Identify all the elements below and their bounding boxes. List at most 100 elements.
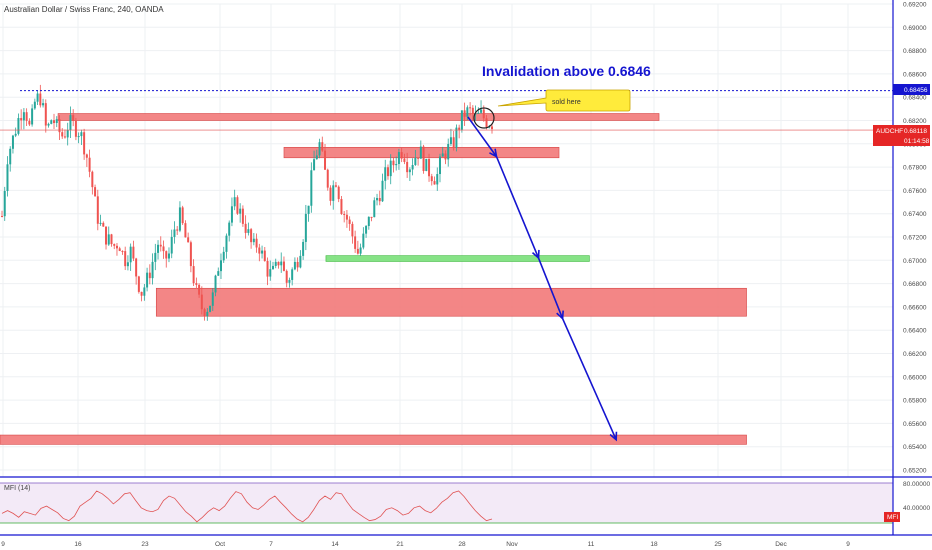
candle-body xyxy=(184,223,187,238)
candle-body xyxy=(266,260,269,277)
candle-body xyxy=(173,229,176,237)
candle-body xyxy=(414,157,417,166)
candle-body xyxy=(61,132,64,137)
candle-body xyxy=(329,187,332,201)
candle-body xyxy=(326,169,329,188)
zones-layer xyxy=(0,113,747,445)
candle-body xyxy=(376,198,379,201)
candle-body xyxy=(348,219,351,224)
candle-body xyxy=(39,93,42,106)
candle-body xyxy=(181,207,184,224)
candle-body xyxy=(225,235,228,252)
candle-body xyxy=(118,248,121,252)
candle-body xyxy=(198,284,201,295)
candle-body xyxy=(392,160,395,166)
candle-body xyxy=(55,119,58,124)
candle-body xyxy=(299,255,302,268)
candle-body xyxy=(91,171,94,188)
sold-here-callout: sold here xyxy=(497,89,631,112)
candle-body xyxy=(239,208,242,214)
candle-body xyxy=(318,142,321,156)
candle-body xyxy=(255,238,258,248)
candle-body xyxy=(165,251,168,259)
y-tick-label: 0.65200 xyxy=(903,468,927,475)
candle-body xyxy=(170,236,173,254)
candle-body xyxy=(395,164,398,166)
candle-body xyxy=(214,275,217,293)
candle-body xyxy=(334,185,337,187)
candle-body xyxy=(345,214,348,220)
candle-body xyxy=(187,237,190,243)
candle-body xyxy=(200,294,203,310)
candle-body xyxy=(206,311,209,317)
invalidation-annotation: Invalidation above 0.6846 xyxy=(482,63,651,79)
candle-body xyxy=(236,197,239,214)
candle-body xyxy=(99,222,102,224)
candle-body xyxy=(63,136,66,138)
candle-body xyxy=(176,229,179,231)
candle-body xyxy=(389,160,392,177)
candle-body xyxy=(124,251,127,267)
zone-rect xyxy=(0,434,747,445)
candle-body xyxy=(167,253,170,259)
candle-body xyxy=(313,159,316,171)
forecast-arrow xyxy=(467,116,618,442)
candle-body xyxy=(14,133,17,136)
candle-body xyxy=(340,199,343,214)
candle-body xyxy=(222,251,225,261)
x-tick-label: 18 xyxy=(650,541,658,548)
candle-body xyxy=(247,229,250,233)
candle-body xyxy=(269,269,272,277)
candle-body xyxy=(324,150,327,170)
candle-body xyxy=(178,207,181,231)
candle-body xyxy=(143,287,146,296)
candle-body xyxy=(482,109,485,119)
candle-body xyxy=(463,110,466,117)
candle-body xyxy=(321,142,324,151)
x-tick-label: 9 xyxy=(1,541,5,548)
candle-body xyxy=(337,186,340,200)
candle-body xyxy=(47,123,50,126)
candle-body xyxy=(228,222,231,236)
candle-body xyxy=(195,283,198,285)
candle-body xyxy=(332,185,335,201)
y-tick-label: 0.66600 xyxy=(903,304,927,311)
x-tick-label: Nov xyxy=(506,541,518,548)
arrow-segment xyxy=(495,156,540,259)
candle-body xyxy=(230,206,233,223)
candle-body xyxy=(3,191,6,217)
invalidation-badge xyxy=(893,84,930,95)
y-tick-label: 0.67000 xyxy=(903,258,927,265)
mfi-tick-40: 40.00000 xyxy=(903,505,930,512)
candle-body xyxy=(44,103,47,126)
candle-body xyxy=(378,198,381,202)
candle-body xyxy=(110,234,113,245)
chart-grid xyxy=(0,3,893,477)
mfi-pane: MFI (14) 80.00000 40.00000 MFI xyxy=(0,477,930,535)
candle-body xyxy=(351,223,354,237)
candle-body xyxy=(146,272,149,288)
candle-body xyxy=(85,154,88,158)
candle-body xyxy=(1,216,3,218)
y-tick-label: 0.68800 xyxy=(903,48,927,55)
candle-body xyxy=(31,108,34,125)
candle-body xyxy=(219,260,222,272)
candle-body xyxy=(460,110,463,130)
arrow-head xyxy=(609,431,618,442)
candle-body xyxy=(192,266,195,284)
candle-body xyxy=(50,120,53,124)
candle-body xyxy=(17,118,20,134)
candle-body xyxy=(148,272,151,279)
zone-rect xyxy=(155,287,747,317)
mfi-tick-80: 80.00000 xyxy=(903,481,930,488)
candle-body xyxy=(477,112,480,114)
candle-body xyxy=(74,120,77,137)
candle-body xyxy=(452,137,455,148)
candle-body xyxy=(241,208,244,224)
candle-body xyxy=(302,241,305,256)
x-tick-label: 14 xyxy=(331,541,339,548)
candle-body xyxy=(384,167,387,181)
candle-body xyxy=(126,262,129,267)
candle-body xyxy=(455,127,458,148)
